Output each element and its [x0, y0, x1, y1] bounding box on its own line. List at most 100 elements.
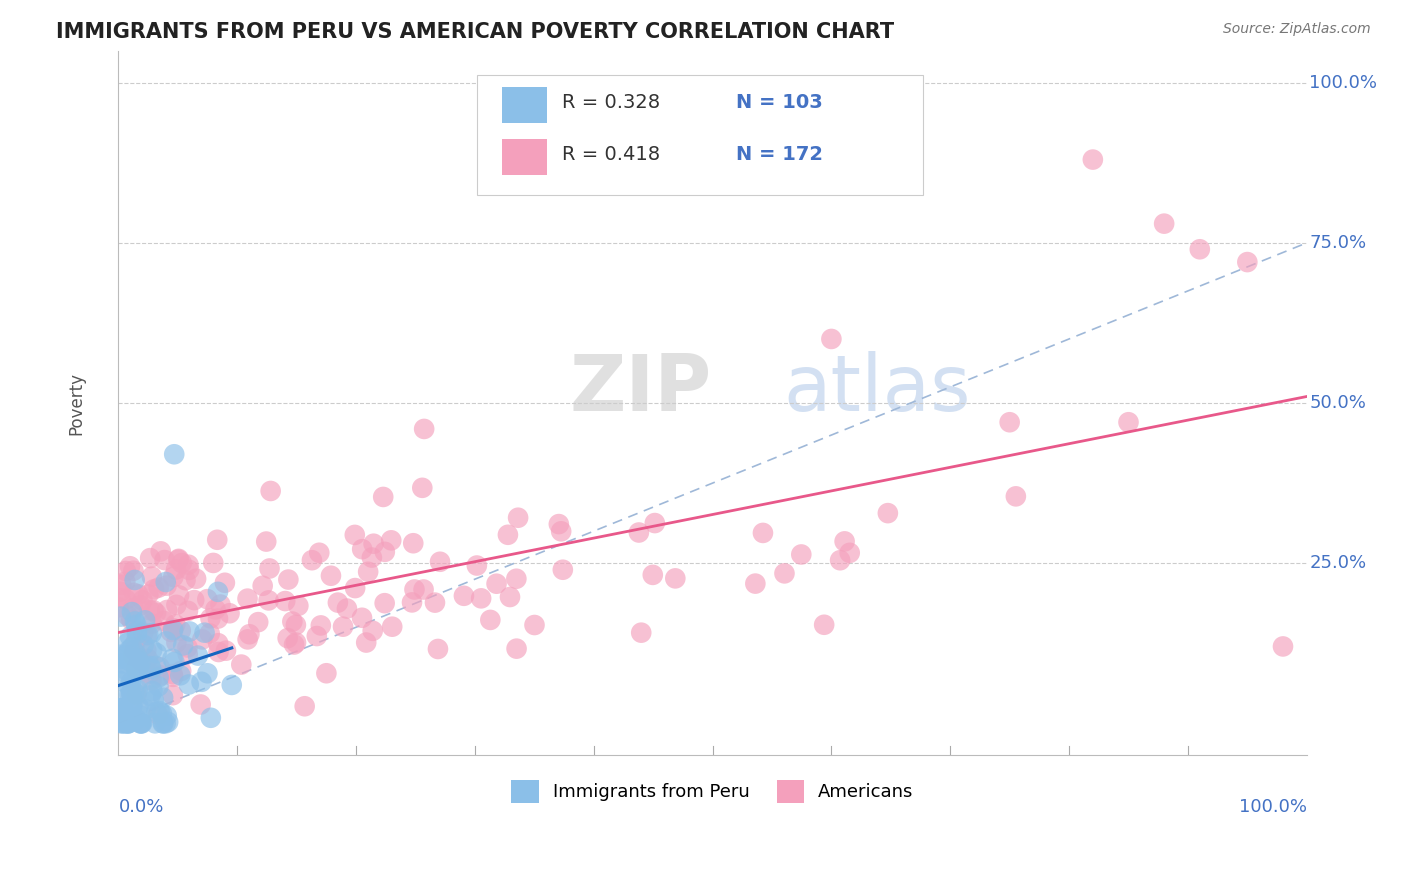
Point — [165, 635, 187, 649]
Text: N = 172: N = 172 — [737, 145, 824, 164]
Point — [110, 609, 132, 624]
Point — [141, 662, 163, 676]
FancyBboxPatch shape — [477, 75, 922, 195]
Point — [141, 643, 163, 657]
Point — [145, 646, 167, 660]
Point — [284, 618, 307, 632]
Point — [167, 589, 190, 603]
Point — [231, 657, 253, 672]
Point — [412, 582, 434, 597]
Point — [162, 667, 184, 681]
Point — [148, 671, 170, 685]
Point — [413, 422, 436, 436]
Point — [1272, 640, 1295, 654]
Point — [110, 584, 132, 599]
Point — [142, 603, 165, 617]
Point — [332, 620, 354, 634]
Point — [423, 596, 446, 610]
Point — [308, 546, 330, 560]
Point — [752, 525, 775, 540]
Point — [121, 691, 143, 706]
Point — [121, 700, 143, 714]
Point — [165, 562, 187, 576]
Point — [122, 685, 145, 699]
Point — [120, 688, 142, 702]
Point — [506, 510, 529, 524]
Point — [149, 668, 172, 682]
Point — [315, 666, 337, 681]
Point — [281, 615, 304, 629]
Point — [374, 596, 396, 610]
Point — [360, 550, 382, 565]
Point — [496, 528, 519, 542]
Point — [118, 680, 141, 694]
Point — [644, 516, 666, 530]
Point — [148, 581, 170, 595]
Point — [344, 581, 367, 595]
Point — [150, 706, 173, 721]
Point — [429, 555, 451, 569]
Point — [162, 623, 184, 637]
Point — [207, 611, 229, 625]
Point — [135, 628, 157, 642]
Point — [198, 626, 221, 640]
Point — [110, 577, 132, 591]
Point — [127, 587, 149, 601]
Point — [125, 617, 148, 632]
Point — [111, 664, 134, 678]
Point — [125, 662, 148, 676]
Point — [146, 707, 169, 722]
Point — [142, 693, 165, 707]
Point — [357, 565, 380, 579]
Point — [202, 556, 225, 570]
Point — [129, 653, 152, 667]
Text: 0.0%: 0.0% — [118, 797, 163, 815]
Point — [247, 615, 270, 629]
Point — [155, 634, 177, 648]
Point — [114, 574, 136, 589]
Point — [259, 483, 281, 498]
Point — [630, 625, 652, 640]
Point — [177, 677, 200, 691]
Point — [354, 635, 377, 649]
Point — [190, 674, 212, 689]
Text: 100.0%: 100.0% — [1309, 74, 1376, 92]
Point — [125, 627, 148, 641]
Point — [160, 624, 183, 639]
Point — [132, 625, 155, 640]
Point — [411, 481, 433, 495]
Point — [259, 561, 281, 575]
Point — [136, 652, 159, 666]
Point — [117, 716, 139, 731]
Point — [426, 642, 449, 657]
Point — [152, 690, 174, 705]
Point — [110, 709, 132, 723]
Point — [143, 582, 166, 597]
Point — [121, 640, 143, 655]
Point — [155, 574, 177, 589]
Point — [112, 705, 135, 719]
Point — [162, 652, 184, 666]
Point — [204, 602, 226, 616]
Point — [122, 586, 145, 600]
Point — [177, 647, 200, 661]
Point — [138, 603, 160, 617]
Point — [118, 688, 141, 702]
Point — [155, 579, 177, 593]
Point — [114, 564, 136, 578]
Point — [1188, 242, 1211, 256]
Point — [120, 675, 142, 690]
Point — [381, 620, 404, 634]
Point — [190, 698, 212, 712]
Point — [465, 558, 488, 573]
Point — [152, 716, 174, 731]
Point — [127, 699, 149, 714]
Point — [207, 533, 229, 547]
Point — [112, 657, 135, 671]
Point — [505, 572, 527, 586]
Point — [453, 589, 475, 603]
Point — [117, 716, 139, 731]
Point — [124, 646, 146, 660]
Point — [305, 629, 328, 643]
Point — [118, 643, 141, 657]
